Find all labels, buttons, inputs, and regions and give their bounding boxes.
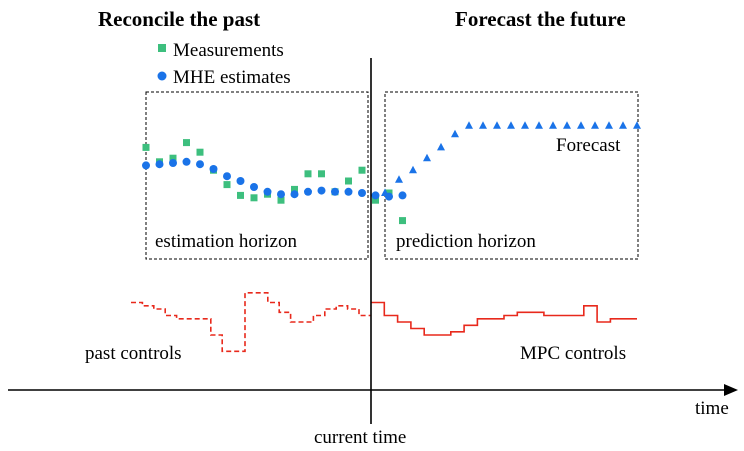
measurement-point [223, 181, 231, 189]
mhe-estimate-point [209, 165, 218, 173]
measurement-points [142, 139, 406, 225]
legend-mhe-label: MHE estimates [173, 67, 291, 88]
measurement-point [358, 166, 366, 174]
forecast-point [479, 121, 487, 129]
measurement-point [183, 139, 190, 147]
mhe-estimate-point [169, 159, 177, 167]
measurement-point [196, 148, 204, 156]
mhe-estimate-point [344, 187, 353, 196]
measurement-point [399, 217, 406, 225]
forecast-point [437, 142, 445, 151]
legend: Measurements MHE estimates [157, 40, 291, 88]
time-axis-label: time [695, 398, 729, 419]
mhe-estimate-point [155, 160, 164, 169]
forecast-point [521, 121, 529, 129]
measurement-point [277, 196, 285, 204]
forecast-point [535, 121, 543, 129]
prediction-horizon-box [384, 91, 639, 260]
measurement-point [304, 170, 312, 178]
estimation-horizon-label: estimation horizon [155, 231, 297, 252]
forecast-point [423, 153, 431, 162]
estimation-horizon-box [145, 91, 369, 260]
forecast-point [549, 121, 557, 129]
mhe-estimate-point [277, 190, 285, 199]
forecast-point [591, 121, 599, 129]
mhe-estimate-point [358, 189, 366, 197]
measurement-point [372, 196, 379, 204]
measurement-point [291, 185, 298, 193]
forecast-point [577, 121, 585, 129]
legend-estimate-marker [157, 71, 167, 81]
mpc-controls-label: MPC controls [520, 343, 626, 364]
legend-measurement-marker [158, 44, 166, 52]
forecast-point [381, 188, 389, 196]
forecast-point [507, 121, 515, 129]
mhe-estimate-point [304, 187, 312, 196]
measurement-point [318, 170, 325, 178]
mhe-estimate-point [398, 191, 407, 200]
estimate-points [142, 157, 407, 201]
mhe-estimate-point [331, 187, 339, 196]
mhe-estimate-point [250, 183, 258, 191]
forecast-point [395, 175, 403, 183]
forecast-point [409, 165, 417, 174]
measurement-point [250, 194, 258, 202]
forecast-point [493, 121, 501, 129]
past-controls-line [131, 292, 371, 353]
forecast-point [633, 121, 641, 129]
heading-reconcile-past: Reconcile the past [98, 7, 260, 31]
time-axis-arrowhead [724, 384, 738, 396]
forecast-point [605, 121, 613, 129]
forecast-label: Forecast [556, 135, 621, 156]
mhe-estimate-point [196, 160, 204, 169]
forecast-point [619, 121, 627, 129]
measurement-point [345, 177, 352, 185]
mhe-estimate-point [182, 157, 191, 166]
mhe-estimate-point [263, 187, 272, 196]
mpc-controls-line [371, 301, 637, 336]
mhe-estimate-point [290, 190, 299, 199]
heading-forecast-future: Forecast the future [455, 7, 626, 31]
legend-measurements-label: Measurements [173, 40, 284, 61]
measurement-point [237, 191, 244, 199]
mhe-estimate-point [142, 161, 150, 170]
past-controls-label: past controls [85, 343, 182, 364]
forecast-point [563, 121, 571, 129]
forecast-point [451, 129, 459, 138]
forecast-points [381, 121, 641, 196]
current-time-label: current time [314, 427, 406, 448]
prediction-horizon-label: prediction horizon [396, 231, 536, 252]
measurement-point [169, 154, 177, 162]
mhe-estimate-point [371, 191, 380, 200]
measurement-point [142, 143, 150, 151]
mhe-estimate-point [317, 186, 326, 195]
forecast-point [465, 121, 473, 129]
mhe-estimate-point [236, 177, 245, 185]
mhe-estimate-point [223, 172, 231, 181]
